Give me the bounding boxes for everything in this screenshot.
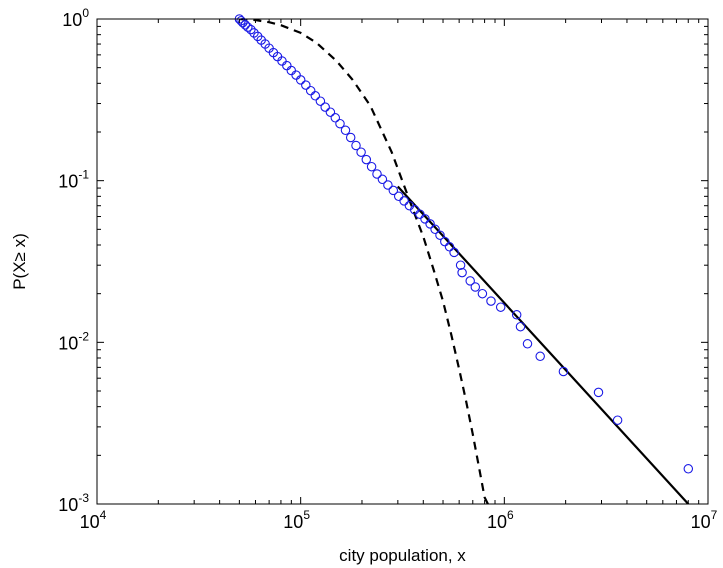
data-point	[425, 219, 435, 229]
data-point	[465, 276, 475, 286]
x-tick-label: 104	[80, 508, 107, 532]
dashed-fit-line	[239, 19, 489, 504]
data-point	[301, 80, 311, 90]
y-tick-label: 10-2	[58, 329, 89, 353]
data-point	[325, 107, 336, 117]
data-point	[522, 339, 533, 349]
data-point	[470, 282, 481, 292]
data-point	[486, 296, 496, 306]
y-tick-label: 10-1	[58, 168, 89, 192]
data-point	[246, 24, 256, 35]
data-point	[495, 302, 506, 312]
data-point	[315, 96, 326, 106]
x-axis-label: city population, x	[339, 546, 466, 565]
data-point	[335, 118, 345, 129]
solid-fit-line	[396, 185, 690, 504]
data-point	[420, 214, 430, 224]
data-point	[361, 154, 372, 165]
y-ticks: 10-3 10-2 10-1 100	[58, 6, 708, 515]
data-point	[366, 161, 377, 172]
data-point	[399, 196, 409, 206]
data-point	[388, 185, 399, 196]
data-point	[593, 387, 604, 398]
data-point	[310, 91, 321, 101]
data-point	[330, 113, 341, 123]
data-point	[558, 366, 569, 377]
data-point	[612, 415, 623, 425]
data-point	[435, 230, 445, 240]
data-point	[477, 288, 488, 299]
data-point	[457, 267, 467, 278]
data-point	[240, 20, 251, 30]
data-point	[455, 260, 466, 270]
x-tick-label: 107	[691, 508, 718, 532]
x-tick-label: 106	[487, 508, 514, 532]
data-point	[393, 191, 404, 202]
data-point	[383, 180, 393, 190]
data-point	[295, 75, 306, 85]
data-point	[356, 147, 366, 157]
data-point	[372, 169, 382, 179]
data-point	[320, 102, 330, 112]
data-point	[377, 174, 388, 185]
data-point	[440, 236, 450, 247]
y-tick-label: 100	[62, 6, 89, 30]
y-tick-label: 10-3	[58, 491, 89, 515]
data-point	[444, 242, 455, 252]
axes-frame	[96, 18, 709, 505]
data-point	[415, 209, 425, 219]
x-tick-label: 105	[283, 508, 310, 532]
y-axis-label: P(X≥ x)	[10, 233, 29, 290]
data-point	[430, 224, 440, 235]
data-points	[234, 14, 694, 474]
data-point	[351, 140, 361, 151]
data-point	[683, 464, 694, 474]
data-point	[535, 351, 545, 362]
data-point	[449, 247, 459, 258]
x-ticks: 104 105 106 107	[80, 19, 718, 532]
data-point	[243, 22, 253, 32]
fit-lines	[239, 19, 690, 504]
data-point	[515, 321, 526, 332]
data-point	[345, 132, 356, 143]
plot-background	[97, 19, 708, 504]
data-point	[340, 125, 351, 136]
data-point	[511, 310, 522, 320]
